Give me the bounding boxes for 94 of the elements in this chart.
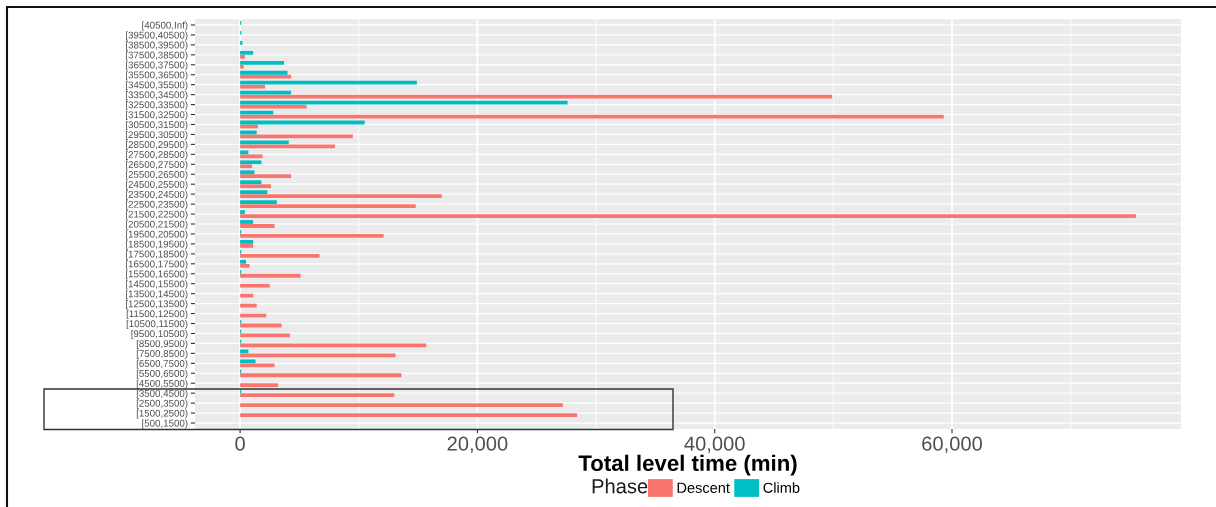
bar — [240, 160, 262, 165]
bar — [240, 144, 336, 149]
bar — [240, 253, 320, 258]
y-tick-label: [2500,3500) — [136, 399, 188, 409]
bar — [240, 90, 292, 95]
y-tick-label: [4500,5500) — [136, 379, 188, 389]
y-tick-label: [32500,33500) — [126, 101, 188, 111]
y-tick-label: [39500,40500) — [126, 31, 188, 41]
legend-label: Climb — [763, 482, 800, 493]
legend-title: Phase — [592, 478, 648, 494]
y-tick-label: [27500,28500) — [126, 150, 188, 160]
bar — [240, 403, 563, 408]
legend-label: Descent — [677, 482, 730, 493]
bar — [240, 273, 301, 278]
bar — [240, 244, 254, 248]
bar — [240, 154, 263, 159]
x-axis-title: Total level time (min) — [578, 454, 797, 476]
bar — [240, 224, 275, 228]
x-tick-label: 0 — [235, 436, 245, 451]
bar — [240, 74, 292, 79]
bar — [240, 194, 442, 199]
bar — [240, 259, 247, 264]
y-tick-label: [8500,9500) — [136, 339, 188, 349]
bar — [240, 359, 256, 364]
bar — [240, 383, 279, 388]
y-tick-label: [15500,16500) — [126, 270, 188, 280]
bar — [240, 64, 244, 69]
bar — [240, 293, 254, 298]
bar — [240, 84, 265, 89]
y-tick-label: [21500,22500) — [126, 210, 188, 220]
bar — [240, 283, 270, 288]
y-tick-label: [14500,15500) — [126, 280, 188, 290]
y-tick-label: [33500,34500) — [126, 91, 188, 101]
y-tick-label: [11500,12500) — [126, 310, 188, 320]
y-tick-label: [25500,26500) — [126, 170, 188, 180]
bar — [240, 54, 245, 59]
y-tick-label: [26500,27500) — [126, 160, 188, 170]
y-tick-label: [500,1500) — [142, 419, 188, 429]
bar — [240, 170, 255, 175]
y-tick-label: [10500,11500) — [126, 319, 188, 330]
y-tick-label: [36500,37500) — [126, 61, 188, 71]
bar — [240, 94, 833, 99]
x-tick-label: 40,000 — [684, 436, 745, 454]
y-tick-label: [13500,14500) — [126, 290, 188, 300]
y-tick-label: [9500,10500) — [131, 329, 188, 340]
bar — [240, 60, 284, 65]
y-tick-label: [12500,13500) — [126, 300, 188, 310]
bar — [240, 363, 275, 368]
bar — [240, 164, 252, 169]
bar — [240, 80, 417, 85]
bar — [240, 393, 395, 398]
bar — [240, 174, 292, 179]
y-tick-label: [40500,Inf) — [142, 21, 188, 31]
y-tick-label: [30500,31500) — [126, 120, 188, 131]
bar — [240, 210, 245, 214]
y-tick-label: [6500,7500) — [136, 359, 188, 369]
y-tick-label: [17500,18500) — [126, 250, 188, 260]
bar — [240, 353, 396, 358]
y-tick-label: [38500,39500) — [126, 41, 188, 51]
bar — [240, 184, 271, 189]
y-tick-label: [29500,30500) — [126, 130, 188, 140]
y-tick-label: [3500,4500) — [136, 389, 188, 399]
x-tick-label: 60,000 — [922, 436, 983, 454]
bar — [240, 413, 578, 417]
bar — [240, 190, 268, 195]
bar — [240, 234, 384, 238]
y-tick-label: [31500,32500) — [126, 111, 188, 121]
y-tick-label: [35500,36500) — [126, 71, 188, 81]
y-tick-label: [34500,35500) — [126, 81, 188, 91]
bar — [240, 214, 1136, 218]
y-tick-label: [19500,20500) — [126, 230, 188, 240]
bar — [240, 70, 288, 75]
bar — [240, 200, 277, 204]
bar — [240, 50, 254, 55]
y-tick-label: [20500,21500) — [126, 220, 188, 230]
bar — [240, 220, 254, 224]
y-tick-label: [16500,17500) — [126, 260, 188, 270]
x-tick-label: 20,000 — [447, 436, 508, 454]
bar — [240, 240, 254, 244]
y-tick-label: [37500,38500) — [126, 51, 188, 61]
y-tick-label: [1500,2500) — [136, 409, 188, 419]
bar — [240, 349, 249, 354]
y-tick-label: [5500,6500) — [136, 369, 188, 379]
y-tick-label: [18500,19500) — [126, 240, 188, 250]
y-tick-label: [22500,23500) — [126, 200, 188, 210]
y-tick-label: [28500,29500) — [126, 140, 188, 150]
y-tick-label: [7500,8500) — [136, 349, 188, 359]
bar — [240, 373, 402, 378]
y-tick-label: [24500,25500) — [126, 180, 188, 190]
bar — [240, 150, 249, 155]
y-tick-label: [23500,24500) — [126, 190, 188, 200]
bar — [240, 180, 262, 185]
bar — [240, 263, 250, 268]
bar — [240, 204, 416, 208]
